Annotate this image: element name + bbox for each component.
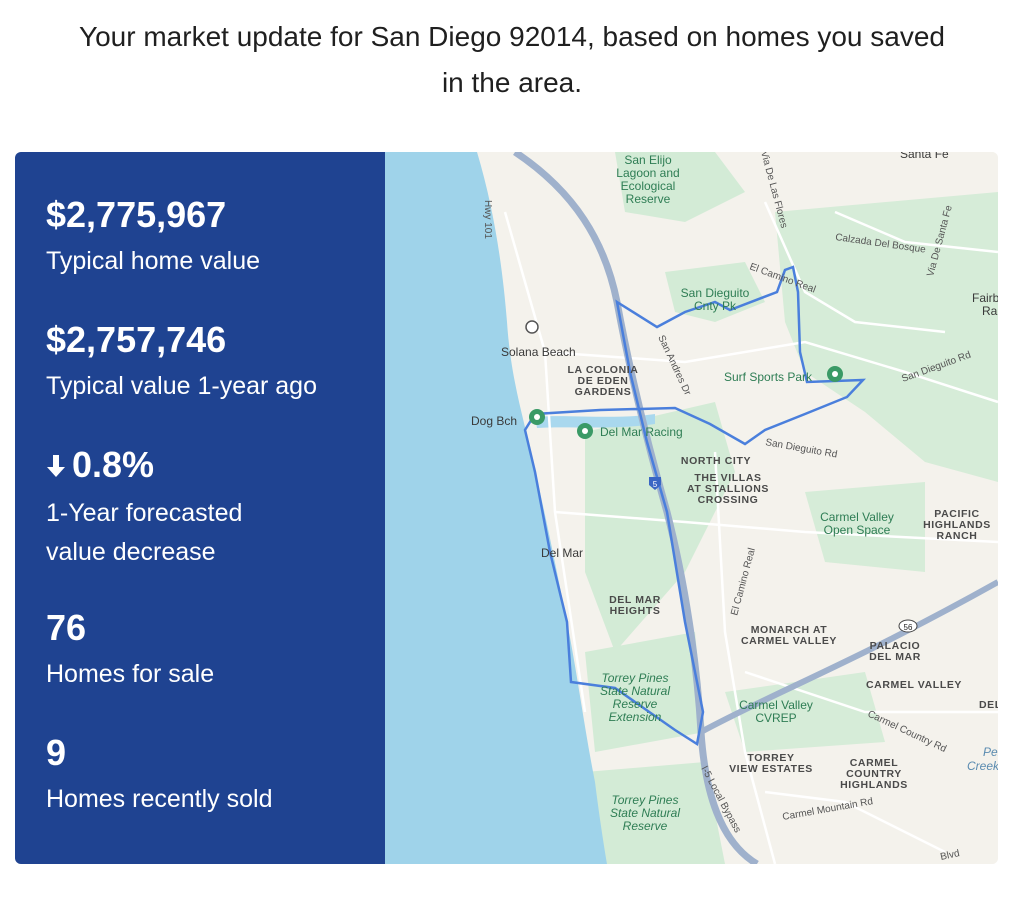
i5-shield-icon: 5 <box>649 477 661 490</box>
label-san-elijo-1: San Elijo <box>624 153 672 167</box>
label-palacio-2: DEL MAR <box>869 651 921 663</box>
label-pacific-1: PACIFIC <box>934 508 979 520</box>
label-torrey-ext-4: Extension <box>609 710 662 724</box>
map-park-torrey <box>585 762 725 864</box>
sold-label: Homes recently sold <box>46 785 273 813</box>
label-cvrep-2: CVREP <box>755 711 796 725</box>
map-pin-dog-beach[interactable] <box>529 409 545 425</box>
label-del-mar-racing: Del Mar Racing <box>600 425 683 439</box>
label-santa-fe: Santa Fe <box>900 152 949 161</box>
map-canvas[interactable]: 5 56 San Elijo Lagoon and Ecological Res… <box>385 152 998 864</box>
label-north-city: NORTH CITY <box>681 455 751 467</box>
label-san-dieguito-pk-2: Cnty Pk <box>694 299 737 313</box>
label-la-colonia-2: DE EDEN <box>578 375 629 387</box>
label-del-mar: Del Mar <box>541 546 583 560</box>
year-ago-stat: $2,757,746 Typical value 1-year ago <box>46 319 317 406</box>
label-pacific-3: RANCH <box>937 530 978 542</box>
forecast-label-line-1: 1-Year forecasted <box>46 499 243 528</box>
map-park-cvrep <box>725 672 885 752</box>
label-torrey-pines-1: Torrey Pines <box>612 793 679 807</box>
label-hwy101: Hwy 101 <box>482 200 493 239</box>
label-carmel-valley-cap: CARMEL VALLEY <box>866 679 962 691</box>
label-torrey-ext-1: Torrey Pines <box>602 671 669 685</box>
svg-text:56: 56 <box>904 623 913 632</box>
forecast-value-row: 0.8% <box>46 444 242 488</box>
label-la-colonia-1: LA COLONIA <box>568 364 639 376</box>
label-torrey-ext-3: Reserve <box>613 697 658 711</box>
svg-text:5: 5 <box>653 480 658 489</box>
label-fairbanks-2: Ra <box>982 304 998 318</box>
label-dog-bch: Dog Bch <box>471 414 517 428</box>
map-park-torrey-ext <box>585 632 705 752</box>
label-san-elijo-3: Ecological <box>621 179 676 193</box>
label-solana-beach: Solana Beach <box>501 345 576 359</box>
label-san-elijo-4: Reserve <box>626 192 671 206</box>
label-torrey-pines-3: Reserve <box>623 819 668 833</box>
map-park-east <box>775 192 998 482</box>
label-torrey-pines-2: State Natural <box>610 806 680 820</box>
year-ago-label: Typical value 1-year ago <box>46 372 317 400</box>
forecast-stat: 0.8% 1-Year forecasted value decrease <box>46 444 242 572</box>
area-map[interactable]: 5 56 San Elijo Lagoon and Ecological Res… <box>385 152 998 864</box>
for-sale-stat: 76 Homes for sale <box>46 607 214 694</box>
label-del-mar-heights-1: DEL MAR <box>609 594 661 606</box>
year-ago-value: $2,757,746 <box>46 319 227 360</box>
map-park-carmel-os <box>805 482 925 572</box>
label-san-elijo-2: Lagoon and <box>616 166 679 180</box>
stats-panel: $2,775,967 Typical home value $2,757,746… <box>15 152 385 864</box>
sold-count: 9 <box>46 732 67 773</box>
map-pin-solana-beach[interactable] <box>525 320 539 334</box>
label-penasquitos-2: Creek V <box>967 759 998 773</box>
map-minor-roads <box>503 201 998 864</box>
label-monarch-2: CARMEL VALLEY <box>741 635 837 647</box>
label-carmel-country-3: HIGHLANDS <box>840 779 908 791</box>
label-surf-sports-park: Surf Sports Park <box>724 370 813 384</box>
for-sale-label: Homes for sale <box>46 660 215 688</box>
typical-value-stat: $2,775,967 Typical home value <box>46 194 260 281</box>
map-pin-surf-sports-park[interactable] <box>827 366 843 382</box>
label-carmel-country-1: CARMEL <box>850 757 899 769</box>
map-lagoon-water <box>535 414 655 428</box>
forecast-label-line-2: value decrease <box>46 538 216 567</box>
label-villas-1: THE VILLAS <box>694 472 761 484</box>
heading-line-1: Your market update for San Diego 92014, … <box>79 21 945 52</box>
label-villas-2: AT STALLIONS <box>687 483 769 495</box>
map-park-lagoon <box>585 402 735 652</box>
typical-value: $2,775,967 <box>46 194 227 235</box>
sold-stat: 9 Homes recently sold <box>46 732 272 819</box>
label-palacio-1: PALACIO <box>870 640 921 652</box>
label-carmel-valley-os-1: Carmel Valley <box>820 510 894 524</box>
label-pacific-2: HIGHLANDS <box>923 519 991 531</box>
heading-line-2: in the area. <box>441 67 583 98</box>
label-fairbanks-1: Fairb <box>972 291 998 305</box>
label-cvrep-1: Carmel Valley <box>739 698 813 712</box>
map-ocean <box>385 152 607 864</box>
map-freeway-56 <box>699 579 998 735</box>
label-torrey-view-2: VIEW ESTATES <box>729 763 813 775</box>
map-park-san-elijo <box>615 152 745 222</box>
forecast-value: 0.8% <box>72 444 155 485</box>
label-blvd: Blvd <box>939 848 960 863</box>
label-carmel-valley-os-2: Open Space <box>824 523 891 537</box>
label-penasquitos-1: Pena <box>983 745 998 759</box>
arrow-down-icon <box>46 446 66 488</box>
forecast-label: 1-Year forecasted value decrease <box>46 494 242 572</box>
label-la-colonia-3: GARDENS <box>575 386 632 398</box>
label-del-right: DEL <box>979 699 998 711</box>
for-sale-count: 76 <box>46 607 87 648</box>
label-del-mar-heights-2: HEIGHTS <box>610 605 661 617</box>
label-carmel-country-2: COUNTRY <box>846 768 902 780</box>
market-update-heading: Your market update for San Diego 92014, … <box>0 14 1024 106</box>
label-torrey-ext-2: State Natural <box>600 684 670 698</box>
label-torrey-view-1: TORREY <box>747 752 794 764</box>
market-card: $2,775,967 Typical home value $2,757,746… <box>15 152 998 864</box>
label-san-dieguito-pk-1: San Dieguito <box>681 286 750 300</box>
label-monarch-1: MONARCH AT <box>751 624 828 636</box>
label-villas-3: CROSSING <box>698 494 759 506</box>
map-pin-del-mar-racing[interactable] <box>577 423 593 439</box>
typical-value-label: Typical home value <box>46 247 261 275</box>
route56-shield-icon: 56 <box>898 619 918 633</box>
map-area-boundary <box>523 265 866 747</box>
